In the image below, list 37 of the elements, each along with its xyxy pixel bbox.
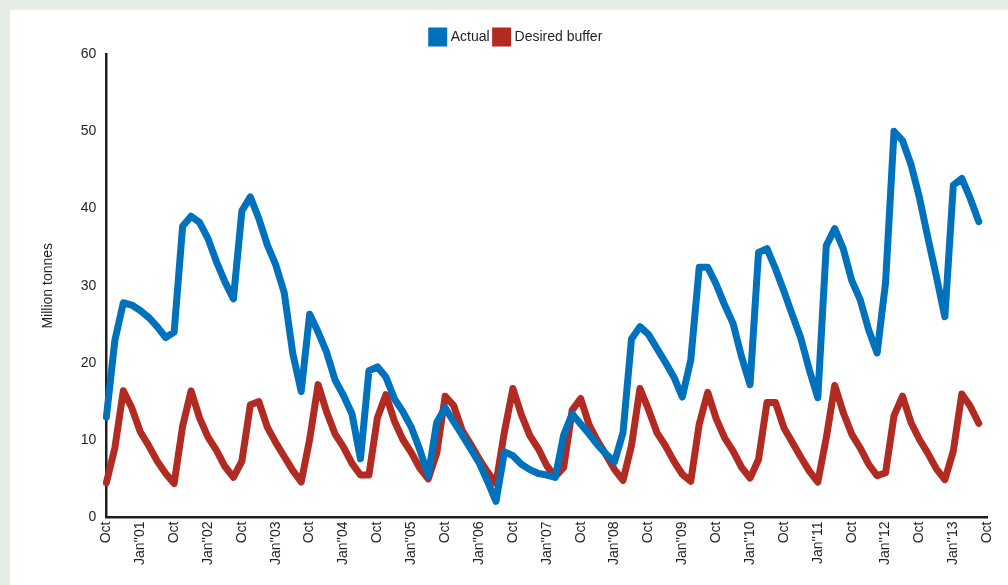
x-tick-label: Jan''02 [198,521,215,566]
x-tick-label: Oct [97,521,114,544]
x-tick-label: Jan''05 [402,521,419,566]
x-tick-label: Oct [774,521,791,544]
x-tick-label: Oct [503,521,520,544]
legend-label: Actual [450,27,490,44]
x-tick-label: Oct [368,521,385,544]
x-tick-label: Jan''10 [740,521,757,566]
x-tick-label: Oct [164,521,181,544]
x-tick-label: Oct [910,521,927,544]
x-tick-label: Oct [436,521,453,544]
x-tick-label: Jan''07 [537,521,554,566]
y-tick-label: 50 [80,122,97,139]
y-tick-label: 10 [80,431,97,448]
x-tick-label: Jan''06 [469,521,486,566]
y-tick-label: 0 [88,508,97,525]
x-tick-label: Jan''03 [266,521,283,566]
x-tick-label: Oct [842,521,859,544]
x-tick-label: Oct [978,521,995,544]
y-tick-label: 60 [80,44,97,61]
x-tick-label: Jan''08 [605,521,622,566]
x-tick-label: Jan''11 [808,521,825,564]
y-tick-label: 20 [80,353,97,370]
x-tick-label: Oct [571,521,588,544]
x-tick-label: Oct [300,521,317,544]
x-tick-label: Oct [639,521,656,544]
y-tick-label: 40 [80,199,97,216]
y-axis-title: Million tonnes [39,242,56,329]
y-tick-label: 30 [80,276,97,293]
x-tick-label: Jan''13 [944,521,961,566]
x-tick-label: Jan''12 [876,521,893,566]
x-tick-label: Oct [232,521,249,544]
legend-label: Desired buffer [514,27,603,44]
x-tick-label: Jan''04 [334,521,351,566]
x-tick-label: Jan''01 [131,521,148,566]
x-tick-label: Jan''09 [673,521,690,566]
x-tick-label: Oct [707,521,724,544]
